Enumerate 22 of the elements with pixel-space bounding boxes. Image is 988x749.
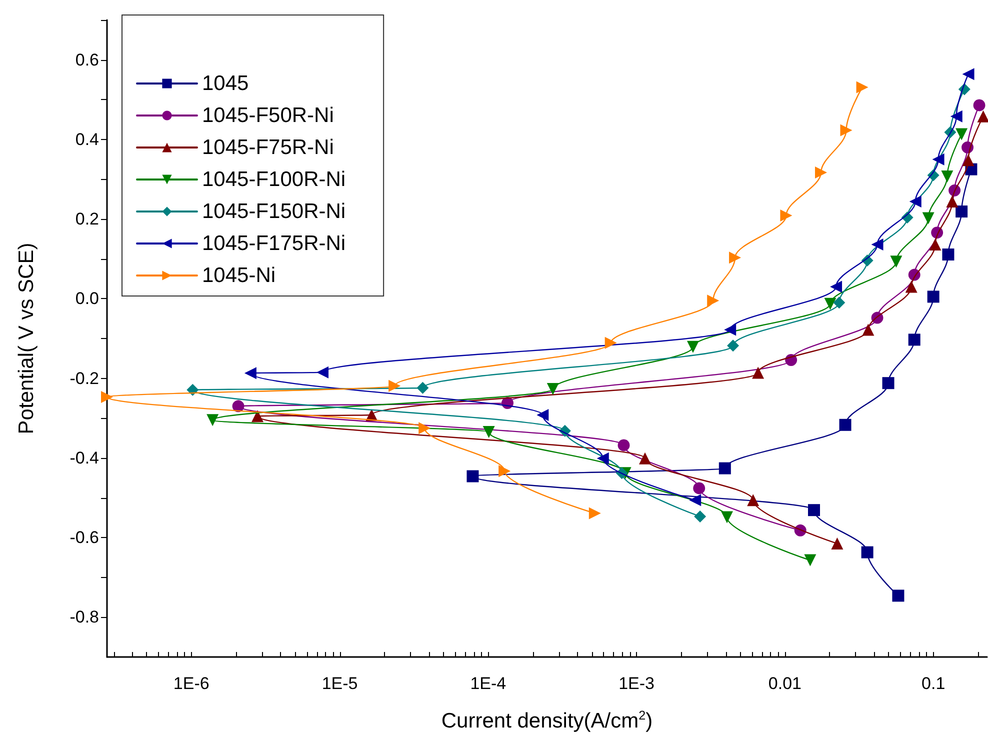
y-tick-label: -0.4 [70,448,99,468]
y-tick-label: 0.2 [75,210,99,229]
legend-label: 1045-F50R-Ni [202,104,334,127]
y-tick-label: 0.0 [75,289,99,308]
x-tick-label: 1E-5 [322,674,358,693]
legend-label: 1045 [202,72,249,95]
x-tick-label: 1E-4 [470,674,506,693]
y-tick-label: 0.4 [75,130,99,149]
legend-label: 1045-F150R-Ni [202,200,346,223]
y-tick-label: 0.6 [75,50,99,70]
y-tick-label: -0.6 [70,528,99,548]
x-tick-label: 0.1 [922,674,946,693]
legend-label: 1045-Ni [202,264,276,287]
x-tick-label: 0.01 [768,674,802,693]
y-axis-title: Potential( V vs SCE) [15,242,38,434]
x-tick-label: 1E-6 [173,674,210,693]
x-tick-label: 1E-3 [618,674,655,693]
y-tick-label: -0.8 [70,608,99,627]
legend-label: 1045-F100R-Ni [202,168,346,191]
legend-label: 1045-F175R-Ni [202,232,346,255]
y-tick-label: -0.2 [70,368,99,388]
legend-label: 1045-F75R-Ni [202,136,334,159]
